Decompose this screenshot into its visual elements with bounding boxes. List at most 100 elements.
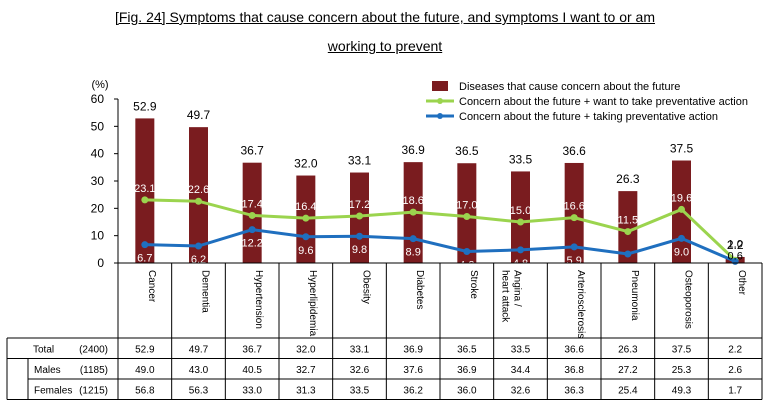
table-cell: 37.5 <box>672 344 692 355</box>
table-row-n: (2400) <box>79 344 108 355</box>
x-category-label: Angina /heart attack <box>500 270 523 323</box>
x-category-label-line: Angina / <box>512 270 523 307</box>
chart-title-line-1: [Fig. 24] Symptoms that cause concern ab… <box>114 9 656 25</box>
legend-label: Concern about the future + taking preven… <box>459 111 718 123</box>
series-point <box>409 208 417 216</box>
chart-title-line-2: working to prevent <box>327 38 443 54</box>
x-category-label: Arteriosclerosis <box>575 270 586 338</box>
table-cell: 52.9 <box>135 344 155 355</box>
table-cell: 36.7 <box>242 344 262 355</box>
line-value-label: 9.8 <box>352 244 367 256</box>
table-cell: 25.3 <box>672 365 692 376</box>
x-category-label: Hyperlipidemia <box>307 270 318 337</box>
line-value-label: 6.2 <box>191 254 206 266</box>
x-category-label-line: Diabetes <box>414 270 425 309</box>
x-category-label: Cancer <box>146 270 157 303</box>
table-row-label: Females <box>34 385 72 396</box>
x-category-label-line: Hyperlipidemia <box>307 270 318 337</box>
table-cell: 36.2 <box>403 385 423 396</box>
series-point <box>570 214 578 222</box>
series-point <box>141 241 149 249</box>
series-point <box>248 211 256 219</box>
bar-value-label: 36.6 <box>562 144 586 158</box>
series-point <box>409 235 417 243</box>
y-tick-label: 40 <box>91 147 105 161</box>
line-value-label: 23.1 <box>134 183 155 195</box>
bar-value-label: 36.7 <box>240 144 264 158</box>
bar-value-label: 49.7 <box>187 108 211 122</box>
x-category-label: Pneumonia <box>629 270 640 321</box>
bar-value-label: 2.2 <box>727 238 744 252</box>
legend-label: Diseases that cause concern about the fu… <box>459 81 680 93</box>
bar <box>511 171 530 263</box>
y-tick-label: 0 <box>97 256 104 270</box>
series-point <box>517 246 524 254</box>
x-category-label-line: Dementia <box>200 270 211 313</box>
table-cell: 32.7 <box>296 365 316 376</box>
x-category-label: Hypertension <box>253 270 264 329</box>
table-cell: 49.3 <box>672 385 692 396</box>
table-cell: 36.9 <box>457 365 477 376</box>
table-cell: 56.3 <box>189 385 209 396</box>
line-value-label: 4.8 <box>513 258 528 270</box>
line-value-label: 9.0 <box>674 246 689 258</box>
table-cell: 49.0 <box>135 365 155 376</box>
x-category-label-line: Arteriosclerosis <box>575 270 586 338</box>
series-point <box>678 234 685 242</box>
table-cell: 2.2 <box>728 344 742 355</box>
series-point <box>678 205 685 213</box>
line-value-label: 17.0 <box>456 200 477 212</box>
bar-value-label: 37.5 <box>670 142 694 156</box>
y-tick-label: 50 <box>91 119 105 133</box>
table-row-n: (1185) <box>80 365 108 376</box>
line-value-label: 22.6 <box>188 184 209 196</box>
table-cell: 33.5 <box>511 344 531 355</box>
x-category-label: Osteoporosis <box>683 270 694 329</box>
series-point <box>463 213 471 221</box>
line-value-label: 1.0 <box>728 238 743 250</box>
line-value-label: 9.6 <box>298 245 313 257</box>
line-value-label: 5.9 <box>567 255 582 267</box>
table-cell: 25.4 <box>618 385 638 396</box>
table-cell: 27.2 <box>618 365 638 376</box>
series-point <box>141 196 149 204</box>
series-point <box>356 232 363 240</box>
line-value-label: 16.6 <box>563 201 584 213</box>
series-line <box>144 198 737 262</box>
table-cell: 56.8 <box>135 385 155 396</box>
series-point <box>302 214 310 222</box>
x-category-label-line: heart attack <box>500 270 511 323</box>
x-category-label-line: Obesity <box>361 270 372 304</box>
series-point <box>517 218 524 226</box>
line-value-label: 19.6 <box>671 192 692 204</box>
x-category-label-line: Hypertension <box>253 270 264 329</box>
bar <box>618 191 638 263</box>
legend-swatch <box>432 81 448 91</box>
table-cell: 32.0 <box>296 344 316 355</box>
series-point <box>624 228 632 236</box>
table-row-n: (1215) <box>79 385 108 396</box>
table-cell: 36.8 <box>564 365 584 376</box>
bar <box>564 162 584 263</box>
x-category-label-line: Other <box>736 270 747 296</box>
y-axis-unit: (%) <box>91 79 108 91</box>
series-point <box>356 212 363 220</box>
bar-value-label: 33.1 <box>348 154 372 168</box>
table-cell: 26.3 <box>618 344 638 355</box>
series-point <box>248 226 256 234</box>
y-tick-label: 20 <box>91 201 105 215</box>
bar-value-label: 52.9 <box>133 99 157 113</box>
x-category-label: Dementia <box>200 270 211 313</box>
series-point <box>195 242 202 250</box>
line-value-label: 16.4 <box>295 201 316 213</box>
series-point <box>463 248 471 256</box>
legend-label: Concern about the future + want to take … <box>459 96 748 108</box>
table-cell: 49.7 <box>189 344 209 355</box>
table-row-label: Total <box>33 344 54 355</box>
table-cell: 43.0 <box>189 365 209 376</box>
bar <box>189 127 208 263</box>
table-cell: 34.4 <box>511 365 531 376</box>
bar-value-label: 33.5 <box>509 152 533 166</box>
x-category-label-line: Stroke <box>468 270 479 299</box>
x-category-label-line: Osteoporosis <box>683 270 694 329</box>
